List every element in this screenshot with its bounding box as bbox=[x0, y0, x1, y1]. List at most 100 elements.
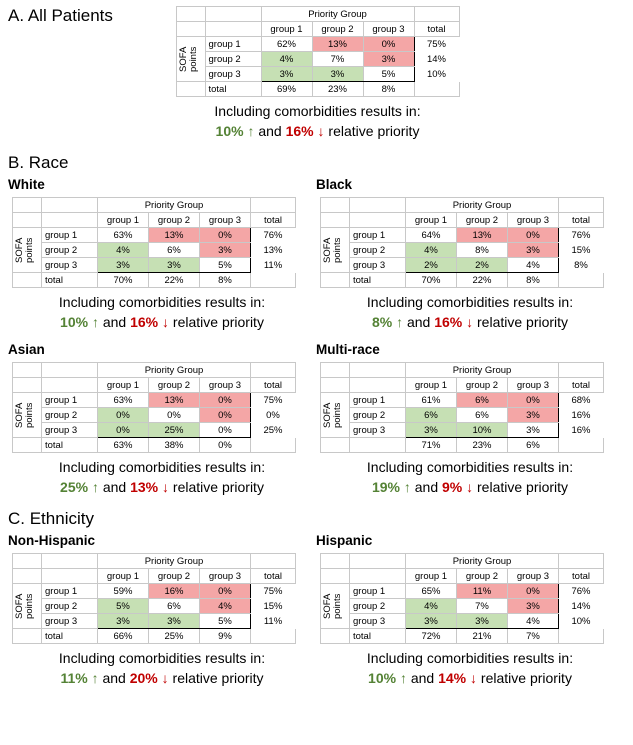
priority-group-header: Priority Group bbox=[97, 362, 251, 378]
row-label: total bbox=[41, 437, 98, 453]
empty-cell bbox=[41, 197, 98, 213]
priority-group-header: Priority Group bbox=[97, 197, 251, 213]
empty-cell bbox=[320, 362, 350, 378]
empty-cell bbox=[12, 212, 42, 228]
empty-cell bbox=[12, 362, 42, 378]
matrix-cell: 16% bbox=[148, 583, 200, 599]
group-row: group 2 5% 6% 4% 15% bbox=[13, 598, 296, 614]
panels: White Priority Group group 1 group 2 group 3… bbox=[8, 177, 627, 507]
group-row: SOFA points group 1 61% 6% 0% 68% bbox=[320, 392, 604, 438]
column-total: 38% bbox=[148, 437, 200, 453]
caption-line: Including comorbidities results in: bbox=[366, 294, 574, 310]
matrix-cell: 6% bbox=[148, 598, 200, 614]
row-label: group 2 bbox=[41, 598, 98, 614]
empty-cell bbox=[320, 377, 350, 393]
empty-cell bbox=[175, 81, 206, 97]
caption-result: 25% ↑ and 13% ↓ relative priority bbox=[8, 477, 316, 497]
sofa-cell: SOFA points bbox=[320, 583, 350, 629]
panels: Priority Group group 1 group 2 group 3 total… bbox=[8, 6, 627, 151]
matrix-cell: 4% bbox=[260, 51, 313, 67]
column-header: total bbox=[250, 377, 296, 393]
and-text: and bbox=[406, 314, 431, 330]
and-text: and bbox=[410, 670, 435, 686]
empty-cell bbox=[12, 568, 42, 584]
group-row: group 2 4% 7% 3% 14% bbox=[176, 51, 460, 67]
panel: Asian Priority Group group 1 group 2 group 3… bbox=[8, 342, 316, 497]
group-row: group 3 0% 25% 0% 25% bbox=[13, 422, 296, 438]
section-title: A. All Patients bbox=[8, 6, 113, 25]
group-row: group 3 3% 10% 3% 16% bbox=[321, 422, 604, 438]
empty-cell bbox=[558, 197, 604, 213]
matrix-cell: 6% bbox=[456, 392, 508, 408]
column-header: group 2 bbox=[311, 21, 364, 37]
matrix-table: Priority Group group 1 group 2 group 3 total… bbox=[175, 6, 460, 97]
matrix-cell: 3% bbox=[148, 257, 200, 273]
column-total: 70% bbox=[97, 272, 149, 288]
matrix-cell: 3% bbox=[148, 613, 200, 629]
matrix-cell: 61% bbox=[405, 392, 457, 408]
empty-cell bbox=[349, 553, 406, 569]
column-header-row: group 1 group 2 group 3 total bbox=[320, 568, 604, 584]
panel: Priority Group group 1 group 2 group 3 total… bbox=[8, 6, 627, 141]
matrix-cell: 4% bbox=[507, 613, 559, 629]
empty-cell bbox=[349, 377, 406, 393]
header-row: Priority Group bbox=[320, 553, 604, 569]
row-label: group 1 bbox=[41, 392, 98, 408]
sofa-cell: SOFA points bbox=[12, 227, 42, 273]
row-total: 25% bbox=[250, 422, 296, 438]
empty-cell bbox=[250, 197, 296, 213]
matrix-cell: 62% bbox=[260, 36, 313, 52]
up-arrow: ↑ bbox=[91, 314, 99, 330]
empty-cell bbox=[41, 377, 98, 393]
matrix-cell: 3% bbox=[362, 51, 415, 67]
matrix-table: Priority Group group 1 group 2 group 3 total… bbox=[320, 197, 604, 288]
column-header: total bbox=[250, 212, 296, 228]
matrix-cell: 64% bbox=[405, 227, 457, 243]
matrix-cell: 13% bbox=[148, 392, 200, 408]
empty-cell bbox=[349, 362, 406, 378]
matrix-cell: 13% bbox=[311, 36, 364, 52]
column-header: group 1 bbox=[405, 568, 457, 584]
matrix-cell: 3% bbox=[97, 257, 149, 273]
column-total: 70% bbox=[405, 272, 457, 288]
panel: White Priority Group group 1 group 2 group 3… bbox=[8, 177, 316, 332]
matrix-cell: 0% bbox=[97, 407, 149, 423]
down-arrow: ↓ bbox=[317, 123, 325, 139]
matrix-cell: 65% bbox=[405, 583, 457, 599]
matrix-cell: 4% bbox=[405, 598, 457, 614]
down-arrow: ↓ bbox=[466, 314, 474, 330]
column-total: 8% bbox=[507, 272, 559, 288]
column-header-row: group 1 group 2 group 3 total bbox=[12, 212, 296, 228]
row-label: group 2 bbox=[349, 598, 406, 614]
sofa-cell: SOFA points bbox=[12, 392, 42, 438]
matrix-cell: 7% bbox=[311, 51, 364, 67]
column-total: 6% bbox=[507, 437, 559, 453]
header-row: Priority Group bbox=[12, 197, 296, 213]
panel: Multi-race Priority Group group 1 group 2 gr… bbox=[316, 342, 624, 497]
column-header: group 3 bbox=[507, 212, 559, 228]
column-total: 25% bbox=[148, 628, 200, 644]
matrix-cell: 0% bbox=[199, 407, 251, 423]
relative-text: relative priority bbox=[477, 314, 569, 330]
row-label: group 2 bbox=[204, 51, 262, 67]
empty-cell bbox=[250, 437, 296, 453]
empty-cell bbox=[558, 553, 604, 569]
row-total: 11% bbox=[250, 613, 296, 629]
column-header: group 1 bbox=[97, 568, 149, 584]
row-label: total bbox=[41, 628, 98, 644]
relative-text: relative priority bbox=[480, 670, 572, 686]
section: A. All Patients Priority Group group 1 grou… bbox=[8, 6, 627, 151]
column-header: group 2 bbox=[456, 377, 508, 393]
column-total: 72% bbox=[405, 628, 457, 644]
caption-line: Including comorbidities results in: bbox=[58, 294, 266, 310]
group-row: group 2 0% 0% 0% 0% bbox=[13, 407, 296, 423]
column-header: group 2 bbox=[148, 377, 200, 393]
row-label: group 1 bbox=[204, 36, 262, 52]
empty-cell bbox=[320, 212, 350, 228]
column-total: 21% bbox=[456, 628, 508, 644]
matrix-cell: 5% bbox=[199, 613, 251, 629]
empty-cell bbox=[320, 272, 350, 288]
sofa-label: SOFA points bbox=[14, 402, 35, 428]
matrix-cell: 10% bbox=[456, 422, 508, 438]
